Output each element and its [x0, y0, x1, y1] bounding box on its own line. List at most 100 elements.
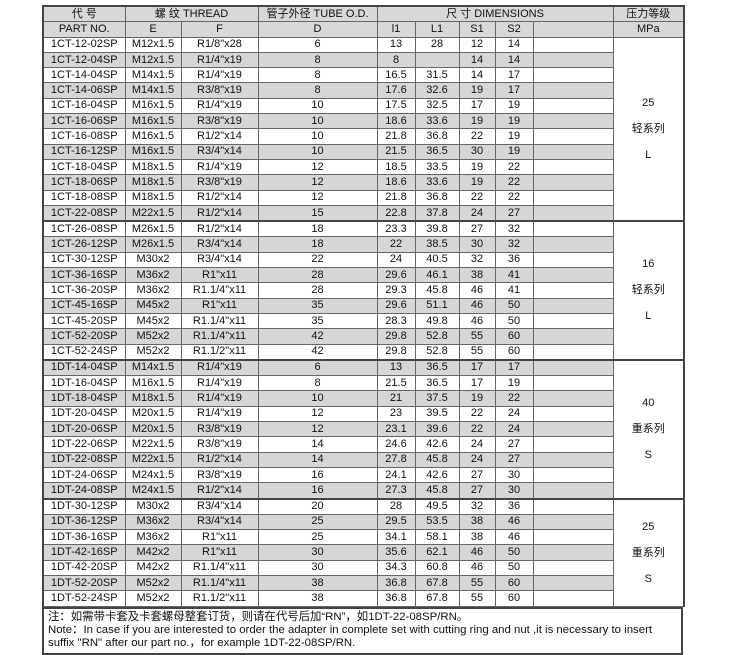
header-cell: 压力等级	[612, 5, 686, 23]
table-cell: 36	[494, 497, 534, 515]
table-cell: 29.8	[376, 328, 416, 345]
table-cell: 1DT-42-20SP	[42, 559, 126, 576]
table-cell: 19	[458, 174, 496, 191]
table-cell: 37.5	[414, 390, 460, 407]
note-cn: 注：如需带卡套及卡套螺母整套订货，则请在代号后加“RN”，如1DT-22-08S…	[48, 610, 469, 623]
table-cell: M30x2	[124, 251, 182, 269]
table-cell: 22	[494, 174, 534, 191]
table-cell	[532, 174, 614, 191]
table-cell: R1"x11	[180, 267, 259, 284]
table-cell: 30	[257, 559, 378, 576]
table-cell: 46	[458, 312, 496, 330]
table-cell: 29.6	[376, 297, 416, 314]
table-cell: R1.1/2"x11	[180, 590, 259, 607]
table-cell: 17	[494, 82, 534, 99]
table-cell	[532, 97, 614, 115]
table-cell: 36.8	[376, 590, 416, 607]
table-cell: 8	[257, 82, 378, 99]
table-row: 1CT-14-04SP M14x1.5 R1/4"x19 8 16.5 31.5 14 17	[42, 67, 684, 84]
table-cell	[532, 497, 614, 515]
table-cell: 50	[494, 544, 534, 561]
table-cell: 38	[257, 590, 378, 607]
table-cell: 19	[494, 113, 534, 130]
note-en: Note：In case if you are interested to or…	[48, 623, 653, 649]
table-cell	[532, 251, 614, 269]
table-cell	[532, 143, 614, 160]
table-cell: M42x2	[124, 559, 182, 576]
table-cell	[532, 282, 614, 299]
table-cell: R1/4"x19	[180, 67, 259, 84]
table-cell: 1CT-14-04SP	[42, 67, 126, 84]
table-cell	[532, 405, 614, 423]
table-cell: 12	[257, 421, 378, 438]
table-cell: 55	[458, 590, 496, 607]
table-cell: 24	[494, 405, 534, 423]
table-cell: M22x1.5	[124, 451, 182, 468]
table-cell: R1/4"x19	[180, 97, 259, 115]
table-cell: 1CT-12-02SP	[42, 36, 126, 53]
table-cell: 1DT-52-24SP	[42, 590, 126, 607]
table-cell: 24.6	[376, 436, 416, 453]
table-cell: 1DT-14-04SP	[42, 358, 126, 377]
table-cell: 29.8	[376, 343, 416, 361]
table-cell: 36.8	[414, 128, 460, 145]
header-cell: L1	[414, 21, 460, 38]
table-cell: R1/2"x14	[180, 482, 259, 499]
table-cell: 1DT-36-16SP	[42, 529, 126, 546]
table-cell: 14	[458, 67, 496, 84]
table-cell: R1.1/4"x11	[180, 328, 259, 345]
table-row: 1DT-22-06SP M22x1.5 R3/8"x19 14 24.6 42.6 24 27	[42, 436, 684, 453]
table-cell: M18x1.5	[124, 158, 182, 176]
pressure-series: 重系列	[631, 546, 665, 559]
table-cell: R3/8"x19	[180, 436, 259, 453]
table-cell: 8	[257, 375, 378, 392]
table-cell: 34.3	[376, 559, 416, 576]
table-cell: 24	[458, 436, 496, 453]
table-cell: 39.6	[414, 421, 460, 438]
table-cell: R1/2"x14	[180, 220, 259, 238]
table-row: 1DT-36-12SP M36x2 R3/4"x14 25 29.5 53.5 38 46	[42, 513, 684, 531]
table-cell	[532, 51, 614, 69]
table-cell: M52x2	[124, 343, 182, 361]
table-cell: 34.1	[376, 529, 416, 546]
table-cell: M52x2	[124, 590, 182, 607]
table-row: 1CT-26-08SP M26x1.5 R1/2"x14 18 23.3 39.8 27 32…	[42, 220, 686, 361]
table-cell: 17	[494, 67, 534, 84]
header-cell: F	[180, 21, 259, 38]
table-cell: 20	[257, 497, 378, 515]
table-cell: 19	[458, 82, 496, 99]
table-cell: M20x1.5	[124, 421, 182, 438]
table-cell: R3/8"x19	[180, 466, 259, 484]
table-cell: M52x2	[124, 328, 182, 345]
table-cell: R1/4"x19	[180, 375, 259, 392]
table-cell: 1DT-30-12SP	[42, 497, 126, 515]
table-cell: 18	[257, 220, 378, 238]
table-cell: 30	[458, 236, 496, 253]
table-cell: 1DT-24-06SP	[42, 466, 126, 484]
table-cell: 28	[414, 36, 460, 53]
pressure-pressure: 40	[642, 397, 655, 410]
table-row: 1DT-42-16SP M42x2 R1"x11 30 35.6 62.1 46 50	[42, 544, 684, 561]
table-cell: 38	[257, 574, 378, 592]
table-cell	[532, 189, 614, 206]
table-cell: 24	[494, 421, 534, 438]
table-cell: 46	[458, 297, 496, 314]
table-row: 1CT-14-06SP M14x1.5 R3/8"x19 8 17.6 32.6 19 17	[42, 82, 684, 99]
table-cell: M36x2	[124, 267, 182, 284]
table-cell: 1DT-52-20SP	[42, 574, 126, 592]
table-body: 1CT-12-02SP M12x1.5 R1/8"x28 6 13 28 12 14 25 轻系列…	[42, 36, 686, 607]
table-row: 1CT-36-20SP M36x2 R1.1/4"x11 28 29.3 45.8 46 41	[42, 282, 684, 299]
table-cell: 1DT-22-08SP	[42, 451, 126, 468]
table-cell: 22.8	[376, 204, 416, 222]
table-cell: M20x1.5	[124, 405, 182, 423]
table-cell: 1CT-45-16SP	[42, 297, 126, 314]
table-cell: M24x1.5	[124, 482, 182, 499]
pressure-cell: 16 轻系列 L	[612, 220, 686, 361]
table-cell: 33.6	[414, 113, 460, 130]
table-cell: 18.6	[376, 174, 416, 191]
table-cell: 1CT-18-06SP	[42, 174, 126, 191]
table-cell: 18.5	[376, 158, 416, 176]
table-cell	[532, 559, 614, 576]
table-cell: 17	[458, 375, 496, 392]
